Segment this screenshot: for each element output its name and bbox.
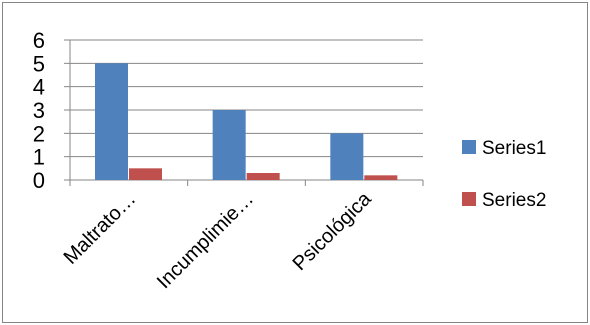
legend-label-series1: Series1 xyxy=(482,138,546,159)
y-tick-label: 0 xyxy=(33,168,45,193)
legend-swatch-series1 xyxy=(462,140,476,154)
bar-series1-3 xyxy=(330,133,364,180)
y-tick-label: 3 xyxy=(33,98,45,123)
y-tick-label: 6 xyxy=(33,28,45,53)
y-tick-label: 2 xyxy=(33,121,45,146)
y-tick-label: 5 xyxy=(33,51,45,76)
legend-label-series2: Series2 xyxy=(482,190,546,211)
y-tick-label: 4 xyxy=(33,75,45,100)
bar-series2-2 xyxy=(246,173,280,180)
bar-series1-2 xyxy=(212,110,246,180)
bar-series2-1 xyxy=(129,168,162,180)
legend-swatch-series2 xyxy=(462,192,476,206)
bar-series1-1 xyxy=(95,63,128,181)
bar-series2-3 xyxy=(364,175,398,180)
x-category-label: Incumplimie… xyxy=(153,188,258,293)
x-category-label: Maltrato… xyxy=(60,188,141,269)
x-category-label: Psicológica xyxy=(289,187,377,275)
y-tick-label: 1 xyxy=(33,145,45,170)
